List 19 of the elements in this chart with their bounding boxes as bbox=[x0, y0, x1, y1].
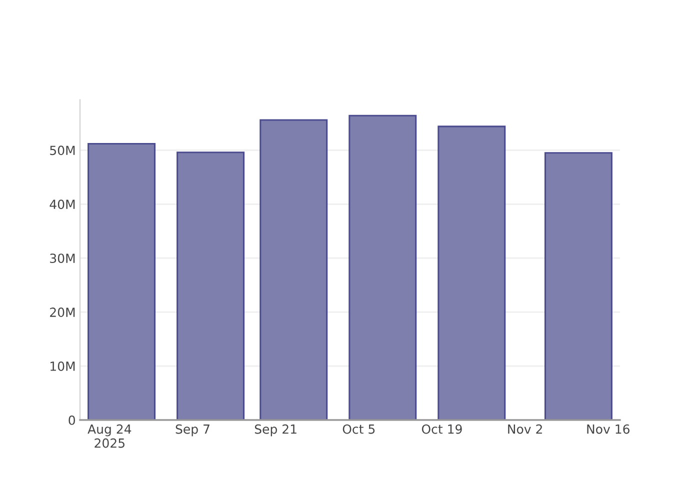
x-tick-label: Nov 16 bbox=[587, 424, 630, 434]
y-tick-label: 40M bbox=[50, 200, 75, 210]
y-tick-label: 10M bbox=[50, 362, 75, 371]
bar bbox=[88, 142, 156, 420]
y-tick-label: 0 bbox=[68, 415, 76, 425]
x-tick-label: Sep 7 bbox=[176, 424, 210, 436]
y-tick-label: 20M bbox=[50, 308, 75, 317]
y-tick-label: 50M bbox=[50, 146, 75, 156]
bar bbox=[438, 126, 506, 420]
x-tick-label: Nov 2 bbox=[508, 424, 542, 434]
bar bbox=[176, 152, 245, 420]
y-tick-label: 30M bbox=[50, 254, 75, 264]
bar bbox=[260, 119, 328, 420]
x-tick-label: Oct 5 bbox=[342, 424, 375, 434]
x-tick-label: Sep 21 bbox=[254, 424, 296, 436]
bar bbox=[348, 114, 417, 420]
bar bbox=[544, 152, 612, 420]
x-tick-label: Oct 19 bbox=[422, 424, 462, 434]
x-tick-label: Aug 24 2025 bbox=[88, 424, 132, 448]
